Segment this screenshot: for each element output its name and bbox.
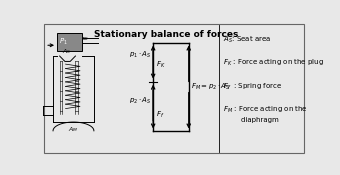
Text: $A_S$: Seat area: $A_S$: Seat area — [223, 34, 271, 45]
Text: $P_1$: $P_1$ — [58, 37, 67, 47]
Text: $F_M = p_2 \cdot A_S$: $F_M = p_2 \cdot A_S$ — [191, 82, 231, 92]
Text: $p_2$: $p_2$ — [81, 34, 89, 43]
Text: Stationary balance of forces: Stationary balance of forces — [94, 30, 239, 39]
Bar — [57, 33, 82, 51]
Text: $p_1 \cdot A_S$: $p_1 \cdot A_S$ — [130, 50, 152, 60]
Text: $F_K$: $F_K$ — [156, 60, 165, 70]
Text: $p_2 \cdot A_S$: $p_2 \cdot A_S$ — [130, 96, 152, 106]
Text: $F_K$ : Force acting on the plug: $F_K$ : Force acting on the plug — [223, 58, 324, 68]
Text: $A_S$: $A_S$ — [62, 48, 71, 57]
Text: $F_M$ : Force acting on the
        diaphragm: $F_M$ : Force acting on the diaphragm — [223, 105, 308, 123]
Text: $F_f$  : Spring force: $F_f$ : Spring force — [223, 82, 282, 92]
Text: $A_M$: $A_M$ — [68, 125, 79, 134]
Text: $F_f$: $F_f$ — [156, 110, 164, 120]
